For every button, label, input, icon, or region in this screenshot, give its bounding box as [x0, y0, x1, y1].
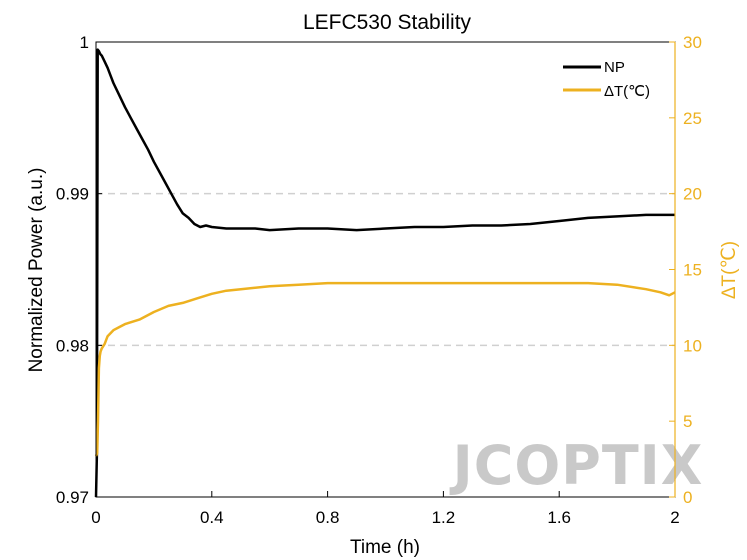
grid-lines [96, 192, 675, 347]
x-tick-label: 1.2 [432, 508, 456, 527]
y-right-tick-label: 15 [683, 261, 702, 280]
x-tick-label: 0 [91, 508, 100, 527]
series-line-dt [94, 281, 676, 457]
x-tick-label: 0.8 [316, 508, 340, 527]
y-axis-right-title: ΔT(℃) [719, 241, 740, 299]
y-right-tick-label: 5 [683, 412, 692, 431]
x-tick-label: 2 [670, 508, 679, 527]
chart-title: LEFC530 Stability [303, 11, 472, 34]
y-left-tick-label: 0.99 [56, 185, 89, 204]
x-axis-title: Time (h) [350, 537, 420, 558]
legend: NP ΔT(℃) [563, 59, 650, 100]
y-left-tick-label: 0.98 [56, 336, 89, 355]
y-left-tick-label: 1 [80, 33, 89, 52]
y-axis-right: 0 5 10 15 20 25 30 [669, 33, 702, 507]
series-layer [94, 48, 676, 498]
y-right-tick-label: 20 [683, 185, 702, 204]
x-axis: 0 0.4 0.8 1.2 1.6 2 [91, 491, 680, 527]
y-axis-left-title: Normalized Power (a.u.) [26, 168, 47, 373]
y-right-tick-label: 10 [683, 336, 702, 355]
y-right-tick-label: 30 [683, 33, 702, 52]
y-right-tick-label: 25 [683, 109, 702, 128]
x-tick-label: 1.6 [547, 508, 571, 527]
legend-label-dt: ΔT(℃) [604, 83, 650, 100]
y-left-tick-label: 0.97 [56, 488, 89, 507]
series-line-np [94, 48, 675, 498]
y-axis-left: 0.97 0.98 0.99 1 [56, 33, 102, 507]
legend-label-np: NP [604, 59, 625, 76]
y-right-tick-label: 0 [683, 488, 692, 507]
watermark-logo: JCOPTIX [449, 434, 704, 497]
x-tick-label: 0.4 [200, 508, 224, 527]
